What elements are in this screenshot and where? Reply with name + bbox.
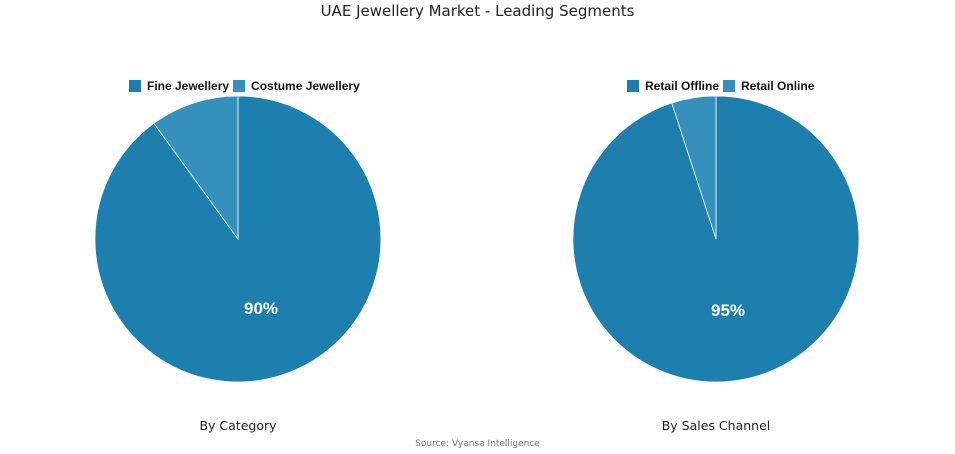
- slice-label-95: 95%: [711, 301, 745, 320]
- slice-label-90: 90%: [244, 299, 278, 318]
- legend-swatch-icon: [129, 80, 141, 92]
- legend-swatch-icon: [233, 80, 246, 92]
- chart-title: UAE Jewellery Market - Leading Segments: [320, 2, 635, 20]
- legend-label: Retail Online: [741, 79, 815, 93]
- source-note: Source: Vyansa Intelligence: [415, 439, 540, 449]
- legend-label: Fine Jewellery: [147, 79, 230, 93]
- pie-sales-channel: 95%: [572, 95, 860, 383]
- legend-swatch-icon: [627, 80, 639, 92]
- legend-swatch-icon: [723, 80, 736, 92]
- legend-label: Costume Jewellery: [251, 79, 360, 93]
- legend-label: Retail Offline: [645, 79, 720, 93]
- legend-category: Fine Jewellery Costume Jewellery: [129, 79, 364, 93]
- slice-retail-online[interactable]: [671, 95, 717, 240]
- legend-item-costume-jewellery[interactable]: Costume Jewellery: [233, 79, 360, 93]
- slice-costume-jewellery[interactable]: [153, 95, 239, 241]
- legend-item-fine-jewellery[interactable]: Fine Jewellery: [129, 79, 229, 93]
- legend-item-retail-offline[interactable]: Retail Offline: [627, 79, 719, 93]
- pie-category: 90%: [94, 95, 382, 383]
- subtitle-by-category: By Category: [199, 418, 277, 433]
- subtitle-by-sales-channel: By Sales Channel: [661, 418, 771, 433]
- legend-sales-channel: Retail Offline Retail Online: [627, 79, 818, 93]
- legend-item-retail-online[interactable]: Retail Online: [723, 79, 814, 93]
